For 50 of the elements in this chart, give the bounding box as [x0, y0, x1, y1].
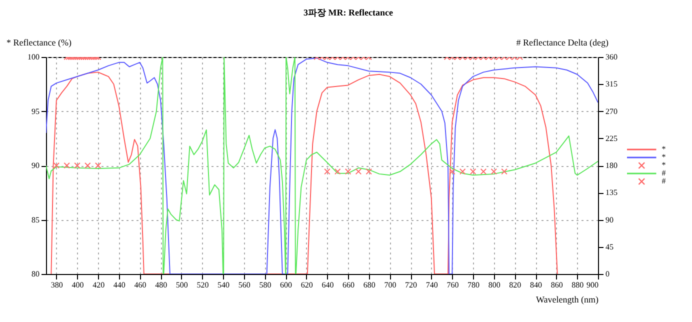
x-tick-label: 760	[446, 280, 459, 290]
y-axis-title: * Reflectance (%)	[6, 38, 72, 48]
y2-tick-label: 135	[606, 188, 618, 198]
y2-tick-label: 360	[606, 52, 618, 62]
x-tick-label: 860	[550, 280, 563, 290]
x-tick-label: 600	[280, 280, 292, 290]
x-tick-label: 740	[426, 280, 438, 290]
x-tick-label: 620	[300, 280, 313, 290]
x-tick-label: 580	[259, 280, 272, 290]
x-tick-label: 420	[92, 280, 105, 290]
x-tick-label: 900	[586, 280, 598, 290]
x-tick-label: 540	[218, 280, 230, 290]
legend-label: #	[662, 176, 666, 186]
y2-tick-label: 90	[606, 215, 614, 224]
y2-tick-label: 0	[606, 270, 610, 278]
x-axis-title: Wavelength (nm)	[536, 294, 598, 304]
x-tick-label: 440	[113, 280, 126, 290]
legend-label: *	[662, 152, 666, 162]
y2-axis-title: # Reflectance Delta (deg)	[516, 38, 608, 48]
y2-tick-label: 180	[606, 161, 618, 170]
y-tick-label: 90	[32, 161, 40, 170]
x-tick-label: 500	[176, 280, 188, 290]
x-tick-label: 800	[488, 280, 500, 290]
y2-tick-label: 270	[606, 106, 618, 116]
x-tick-label: 820	[509, 280, 522, 290]
x-tick-label: 560	[238, 280, 250, 290]
x-tick-label: 700	[384, 280, 396, 290]
y-tick-label: 85	[32, 215, 40, 224]
x-tick-label: 780	[468, 280, 480, 290]
legend-label: #	[662, 168, 666, 178]
chart-title: 3파장 MR: Reflectance	[304, 8, 393, 18]
y2-tick-label: 225	[606, 134, 618, 143]
x-tick-label: 660	[342, 280, 355, 290]
y-tick-label: 100	[28, 52, 40, 62]
y-tick-label: 95	[32, 106, 40, 116]
x-tick-label: 400	[72, 280, 84, 290]
legend-label: *	[662, 160, 666, 170]
x-tick-label: 680	[363, 280, 376, 290]
legend-label: *	[662, 144, 666, 154]
y2-tick-label: 45	[606, 242, 614, 252]
x-tick-label: 380	[50, 280, 63, 290]
y2-tick-label: 315	[606, 80, 618, 89]
x-tick-label: 640	[322, 280, 334, 290]
x-tick-label: 880	[572, 280, 584, 290]
x-tick-label: 520	[196, 280, 209, 290]
x-tick-label: 840	[530, 280, 542, 290]
y-tick-label: 80	[32, 270, 40, 278]
x-tick-label: 720	[405, 280, 418, 290]
x-tick-label: 460	[134, 280, 146, 290]
x-tick-label: 480	[155, 280, 168, 290]
